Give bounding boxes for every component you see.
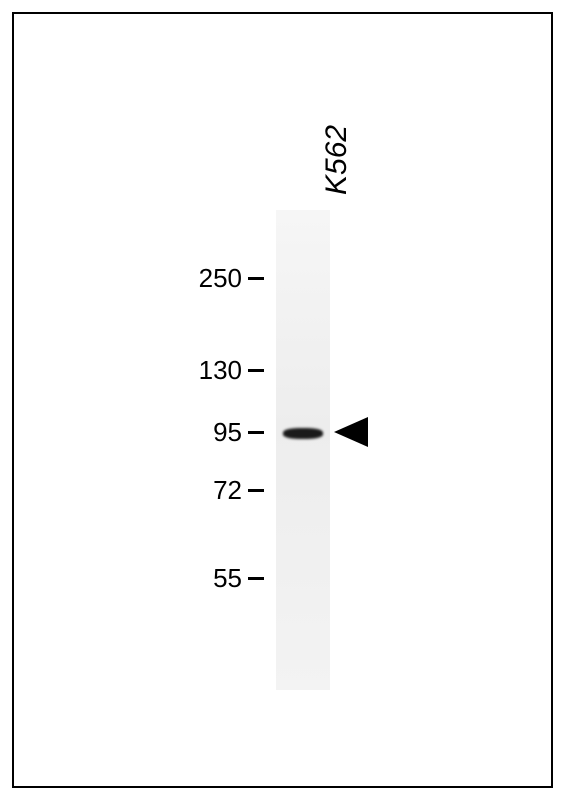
- mw-label: 72: [213, 475, 242, 506]
- lane-label: K562: [320, 125, 354, 195]
- mw-label: 130: [199, 355, 242, 386]
- mw-tick: [248, 277, 264, 280]
- blot-lane: [276, 210, 330, 690]
- mw-label: 95: [213, 417, 242, 448]
- mw-tick: [248, 489, 264, 492]
- band-arrow-icon: [334, 417, 368, 447]
- mw-label: 55: [213, 563, 242, 594]
- mw-tick: [248, 577, 264, 580]
- blot-band: [283, 428, 323, 439]
- mw-tick: [248, 369, 264, 372]
- mw-tick: [248, 431, 264, 434]
- mw-label: 250: [199, 263, 242, 294]
